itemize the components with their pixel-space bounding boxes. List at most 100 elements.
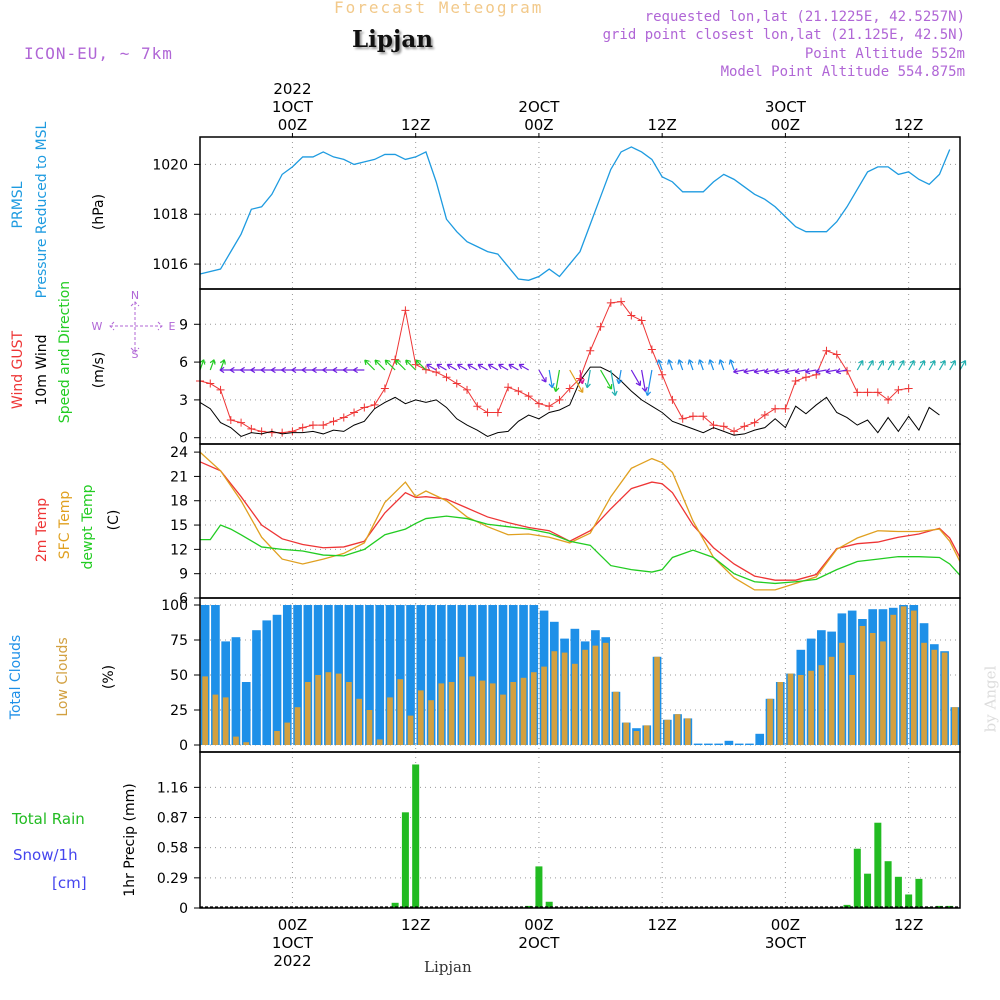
wind-direction-arrow (405, 359, 417, 371)
wind-direction-arrow (508, 363, 519, 371)
wind-direction-arrow (784, 368, 796, 375)
low-clouds-bar (921, 642, 927, 745)
point-altitude: Point Altitude 552m (804, 46, 965, 62)
wind-direction-arrow (600, 369, 613, 390)
low-clouds-bar (787, 673, 794, 745)
total-clouds-bar (519, 605, 528, 745)
wind-direction-arrow (877, 359, 885, 371)
gust-point (617, 297, 626, 306)
gust-point (339, 413, 348, 422)
bottom-time-label: 12Z (894, 916, 923, 934)
wind-direction-arrow (887, 359, 895, 371)
wind-direction-arrow (578, 369, 585, 385)
wind-direction-arrow (394, 359, 406, 371)
pressure-panel-frame (199, 136, 961, 290)
gust-point (678, 414, 687, 423)
pressure-ytick-label: 1016 (152, 257, 188, 273)
low-clouds-bar (243, 742, 250, 745)
low-clouds-bar (500, 694, 506, 745)
temp-series-line-0 (199, 461, 961, 581)
low-clouds-bar (674, 714, 681, 745)
top-time-label: 1OCT (272, 98, 314, 116)
gust-point (237, 418, 246, 427)
precip-ytick-label: 0 (179, 901, 188, 917)
low-clouds-bar (222, 697, 229, 745)
low-clouds-bar (900, 606, 907, 745)
gust-point (319, 421, 328, 430)
wind-direction-arrow (918, 359, 926, 371)
wind-direction-arrow (436, 363, 447, 371)
low-clouds-bar (459, 656, 465, 745)
gust-point (565, 384, 574, 393)
low-clouds-bar (469, 676, 475, 745)
wind-direction-label: Speed and Direction (57, 281, 73, 423)
top-time-label: 00Z (278, 116, 307, 134)
low-clouds-bar (592, 645, 599, 745)
rain-bar (525, 905, 533, 908)
pressure-series-line (199, 146, 951, 281)
top-time-label: 12Z (401, 116, 430, 134)
total-clouds-bar (724, 740, 734, 745)
gust-series-line (199, 301, 909, 434)
bottom-time-label: 3OCT (765, 934, 807, 952)
precip-ytick-label: 0.87 (157, 811, 188, 827)
wind-direction-arrow (938, 359, 946, 371)
low-clouds-bar (274, 731, 280, 745)
gust-point (267, 428, 276, 437)
gust-point (308, 421, 317, 430)
gust-point (411, 360, 420, 369)
temp-ytick-label: 9 (179, 567, 188, 583)
low-clouds-bar (397, 679, 404, 745)
gust-point (452, 379, 461, 388)
wind-direction-arrow (301, 366, 313, 374)
bottom-time-label: 2OCT (518, 934, 560, 952)
wind-direction-arrow (353, 366, 365, 374)
wind-direction-arrow (487, 363, 499, 371)
pressure-label: PRMSL (10, 181, 26, 228)
clouds-ytick-label: 50 (170, 668, 188, 684)
gust-point (360, 403, 369, 412)
low-clouds-bar (602, 642, 609, 745)
gust-point (832, 350, 841, 359)
low-clouds-bar (849, 675, 855, 745)
temp-ytick-label: 18 (170, 494, 188, 510)
low-clouds-bar (417, 690, 424, 745)
total-clouds-bar (221, 641, 231, 745)
wind-direction-arrow (610, 369, 618, 396)
total-clouds-bar (467, 605, 477, 745)
total-clouds-bar (437, 605, 446, 745)
wind-direction-arrow (250, 366, 262, 374)
gust-point (719, 422, 728, 431)
top-time-label: 2022 (273, 80, 311, 98)
gust-point (226, 416, 235, 425)
total-clouds-bar (241, 682, 251, 745)
total-clouds-bar (272, 614, 282, 745)
total-clouds-bar (704, 743, 713, 745)
wind-direction-arrow (687, 359, 694, 371)
compass-rose-icon (109, 301, 163, 353)
wind-ytick-label: 6 (179, 355, 188, 371)
wind-direction-arrow (697, 359, 704, 371)
t2m-label: 2m Temp (34, 498, 50, 562)
temp-panel-frame (199, 443, 961, 599)
gust-point (606, 298, 615, 307)
low-clouds-bar (356, 698, 363, 745)
low-clouds-bar (952, 707, 958, 745)
wind-direction-arrow (718, 359, 725, 371)
gust-point (401, 306, 410, 315)
low-clouds-bar (376, 739, 383, 745)
gust-point (442, 373, 451, 382)
gust-point (545, 402, 554, 411)
wind-direction-arrow (446, 363, 458, 371)
rain-bar (894, 876, 902, 908)
low-clouds-bar (633, 731, 640, 745)
gust-point (504, 383, 513, 392)
wind-direction-arrow (897, 359, 905, 371)
wind-direction-arrow (456, 363, 468, 371)
requested-coords: requested lon,lat (21.1225E, 42.5257N) (644, 9, 965, 25)
top-time-label: 3OCT (765, 98, 807, 116)
wind-direction-arrow (569, 369, 584, 394)
gust-point (863, 388, 872, 397)
wind-direction-arrow (645, 369, 653, 396)
gust-point (206, 379, 215, 388)
